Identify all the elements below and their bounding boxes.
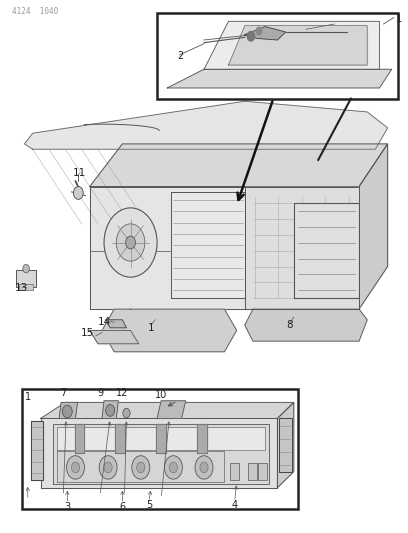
Circle shape (132, 456, 150, 479)
Circle shape (256, 27, 262, 35)
Text: 11: 11 (73, 168, 86, 178)
Polygon shape (245, 187, 359, 309)
Circle shape (200, 462, 208, 473)
Bar (248, 463, 257, 480)
Text: 3: 3 (64, 503, 71, 512)
Bar (258, 463, 267, 480)
Circle shape (169, 462, 177, 473)
Bar (16, 270, 36, 287)
Polygon shape (359, 144, 388, 309)
Text: 9: 9 (97, 389, 103, 398)
Text: 4124  1040: 4124 1040 (12, 7, 58, 17)
Polygon shape (279, 418, 292, 472)
Text: 13: 13 (15, 283, 28, 293)
Circle shape (164, 456, 182, 479)
Text: 1: 1 (24, 392, 31, 402)
Polygon shape (57, 451, 224, 482)
Polygon shape (90, 187, 359, 309)
Circle shape (67, 456, 84, 479)
Text: 1: 1 (148, 323, 154, 333)
Polygon shape (59, 402, 78, 418)
Text: 10: 10 (155, 391, 167, 400)
Polygon shape (204, 21, 379, 69)
Circle shape (123, 408, 130, 418)
Polygon shape (41, 402, 294, 418)
Polygon shape (157, 401, 186, 418)
Polygon shape (102, 401, 118, 418)
Circle shape (126, 236, 135, 249)
Polygon shape (197, 424, 207, 453)
Text: 8: 8 (286, 320, 293, 330)
Polygon shape (115, 424, 125, 453)
Polygon shape (90, 144, 388, 187)
Polygon shape (245, 27, 286, 40)
Circle shape (104, 208, 157, 277)
Polygon shape (57, 427, 265, 450)
Polygon shape (31, 421, 43, 480)
Polygon shape (24, 101, 388, 149)
Polygon shape (106, 320, 126, 328)
Text: 2: 2 (177, 51, 184, 61)
Bar (22, 389, 298, 509)
Polygon shape (294, 203, 359, 298)
Polygon shape (102, 309, 237, 352)
Polygon shape (75, 424, 84, 453)
Circle shape (195, 456, 213, 479)
Text: 15: 15 (81, 328, 94, 338)
Circle shape (23, 264, 29, 273)
Circle shape (106, 405, 115, 416)
Polygon shape (245, 309, 367, 341)
Polygon shape (228, 26, 367, 65)
Polygon shape (171, 192, 245, 298)
Text: 14: 14 (98, 318, 111, 327)
Circle shape (247, 31, 255, 41)
Text: 1: 1 (396, 14, 402, 23)
Polygon shape (53, 424, 269, 484)
Text: 7: 7 (60, 389, 67, 398)
Polygon shape (167, 69, 392, 88)
Circle shape (99, 456, 117, 479)
Circle shape (73, 187, 83, 199)
Polygon shape (41, 418, 277, 488)
Circle shape (71, 462, 80, 473)
Polygon shape (90, 330, 139, 344)
Circle shape (62, 405, 72, 418)
Text: 4: 4 (231, 500, 238, 510)
Circle shape (116, 224, 145, 261)
Circle shape (137, 462, 145, 473)
Polygon shape (277, 402, 294, 488)
Circle shape (104, 462, 112, 473)
Bar (157, 13, 398, 99)
Text: 5: 5 (146, 500, 152, 510)
Bar (19, 284, 33, 290)
Text: 12: 12 (116, 389, 129, 398)
Bar (230, 463, 239, 480)
Text: 6: 6 (119, 503, 126, 512)
Polygon shape (156, 424, 166, 453)
